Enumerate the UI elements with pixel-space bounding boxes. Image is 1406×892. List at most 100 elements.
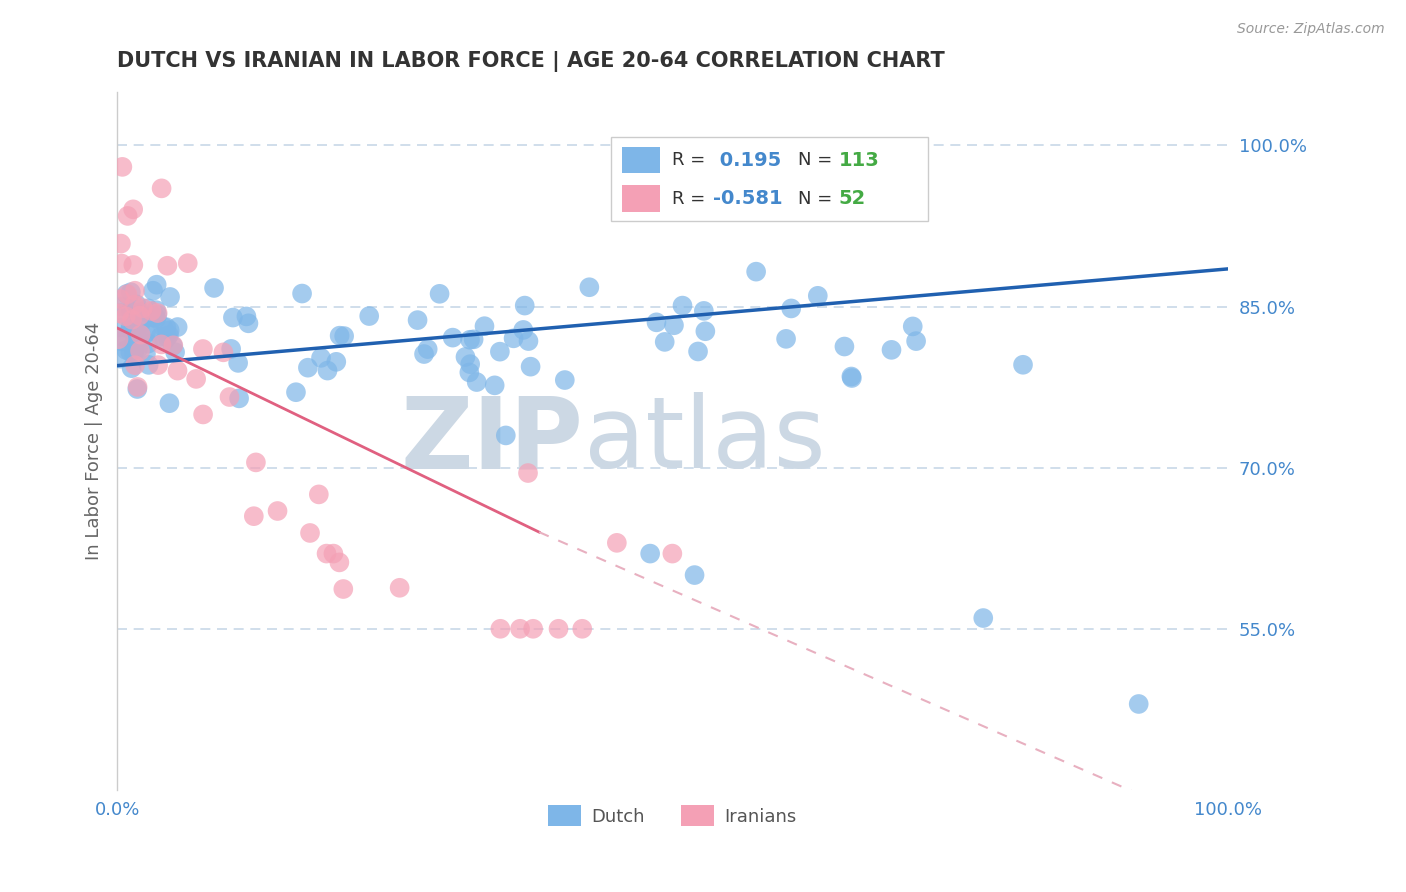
Point xyxy=(329,328,352,343)
Point xyxy=(150,181,173,195)
Point xyxy=(120,322,142,336)
Point xyxy=(186,372,208,386)
Point xyxy=(495,428,517,442)
Point xyxy=(145,277,167,292)
Point xyxy=(165,345,187,359)
Point xyxy=(122,258,145,272)
Point xyxy=(406,313,429,327)
Point xyxy=(645,315,668,329)
Point xyxy=(114,310,136,324)
Point xyxy=(332,582,354,596)
Point xyxy=(285,385,308,400)
Point xyxy=(141,304,163,318)
Point xyxy=(745,265,768,279)
Text: R =: R = xyxy=(672,151,711,169)
Point xyxy=(108,306,131,320)
Point xyxy=(571,622,593,636)
Point xyxy=(110,292,132,306)
Point xyxy=(149,329,172,343)
Point xyxy=(135,326,157,341)
Point xyxy=(142,310,165,325)
Point xyxy=(120,345,142,359)
Point xyxy=(107,332,129,346)
Point xyxy=(291,286,314,301)
Point xyxy=(136,336,159,351)
Point xyxy=(159,396,181,410)
Point xyxy=(905,334,928,348)
Point xyxy=(513,299,536,313)
Point xyxy=(238,316,260,330)
Point xyxy=(111,256,134,270)
Point xyxy=(127,380,149,394)
Point xyxy=(458,333,481,347)
Point xyxy=(686,344,709,359)
Point xyxy=(111,160,134,174)
Point xyxy=(122,321,145,335)
Point xyxy=(416,342,439,356)
Point xyxy=(128,318,150,333)
Point xyxy=(654,334,676,349)
Point xyxy=(150,337,173,351)
Point xyxy=(136,301,159,316)
Point xyxy=(880,343,903,357)
Point xyxy=(807,289,830,303)
Point xyxy=(157,328,180,343)
Text: R =: R = xyxy=(672,189,711,208)
Point xyxy=(166,320,188,334)
Point xyxy=(308,487,330,501)
Point xyxy=(127,342,149,356)
Text: DUTCH VS IRANIAN IN LABOR FORCE | AGE 20-64 CORRELATION CHART: DUTCH VS IRANIAN IN LABOR FORCE | AGE 20… xyxy=(117,51,945,71)
Point xyxy=(145,303,167,318)
Point xyxy=(226,356,249,370)
Text: 0.195: 0.195 xyxy=(713,151,782,169)
Point xyxy=(683,568,706,582)
Point xyxy=(152,319,174,334)
Point xyxy=(325,355,347,369)
Point xyxy=(458,365,481,379)
Point xyxy=(124,358,146,372)
Point xyxy=(547,622,569,636)
Point xyxy=(111,330,134,344)
Point xyxy=(132,301,155,315)
Point xyxy=(489,622,512,636)
Point xyxy=(245,455,267,469)
Point xyxy=(298,526,321,541)
Point xyxy=(162,338,184,352)
Point xyxy=(155,320,177,334)
Point xyxy=(121,361,143,376)
Point xyxy=(108,351,131,366)
Point xyxy=(901,319,924,334)
Text: 113: 113 xyxy=(839,151,880,169)
Point xyxy=(146,358,169,372)
Point xyxy=(693,304,716,318)
Point xyxy=(212,345,235,359)
FancyBboxPatch shape xyxy=(623,147,661,173)
Point xyxy=(502,331,524,345)
Point xyxy=(111,300,134,314)
Point xyxy=(120,318,142,333)
Point xyxy=(509,622,531,636)
Point xyxy=(841,369,863,384)
Point xyxy=(322,547,344,561)
Text: Source: ZipAtlas.com: Source: ZipAtlas.com xyxy=(1237,22,1385,37)
Point xyxy=(122,346,145,360)
Y-axis label: In Labor Force | Age 20-64: In Labor Force | Age 20-64 xyxy=(86,322,103,560)
Point xyxy=(145,311,167,326)
Point xyxy=(333,329,356,343)
Point xyxy=(1012,358,1035,372)
Point xyxy=(159,290,181,304)
Point xyxy=(454,350,477,364)
Point xyxy=(191,342,214,356)
Point xyxy=(695,324,717,338)
Point xyxy=(972,611,994,625)
Point xyxy=(266,504,288,518)
Point xyxy=(127,382,149,396)
Text: N =: N = xyxy=(797,151,838,169)
Point xyxy=(202,281,225,295)
Point xyxy=(153,334,176,348)
Point xyxy=(671,299,693,313)
Point xyxy=(142,284,165,298)
Point xyxy=(127,329,149,343)
Point xyxy=(122,202,145,217)
Point xyxy=(235,310,257,324)
